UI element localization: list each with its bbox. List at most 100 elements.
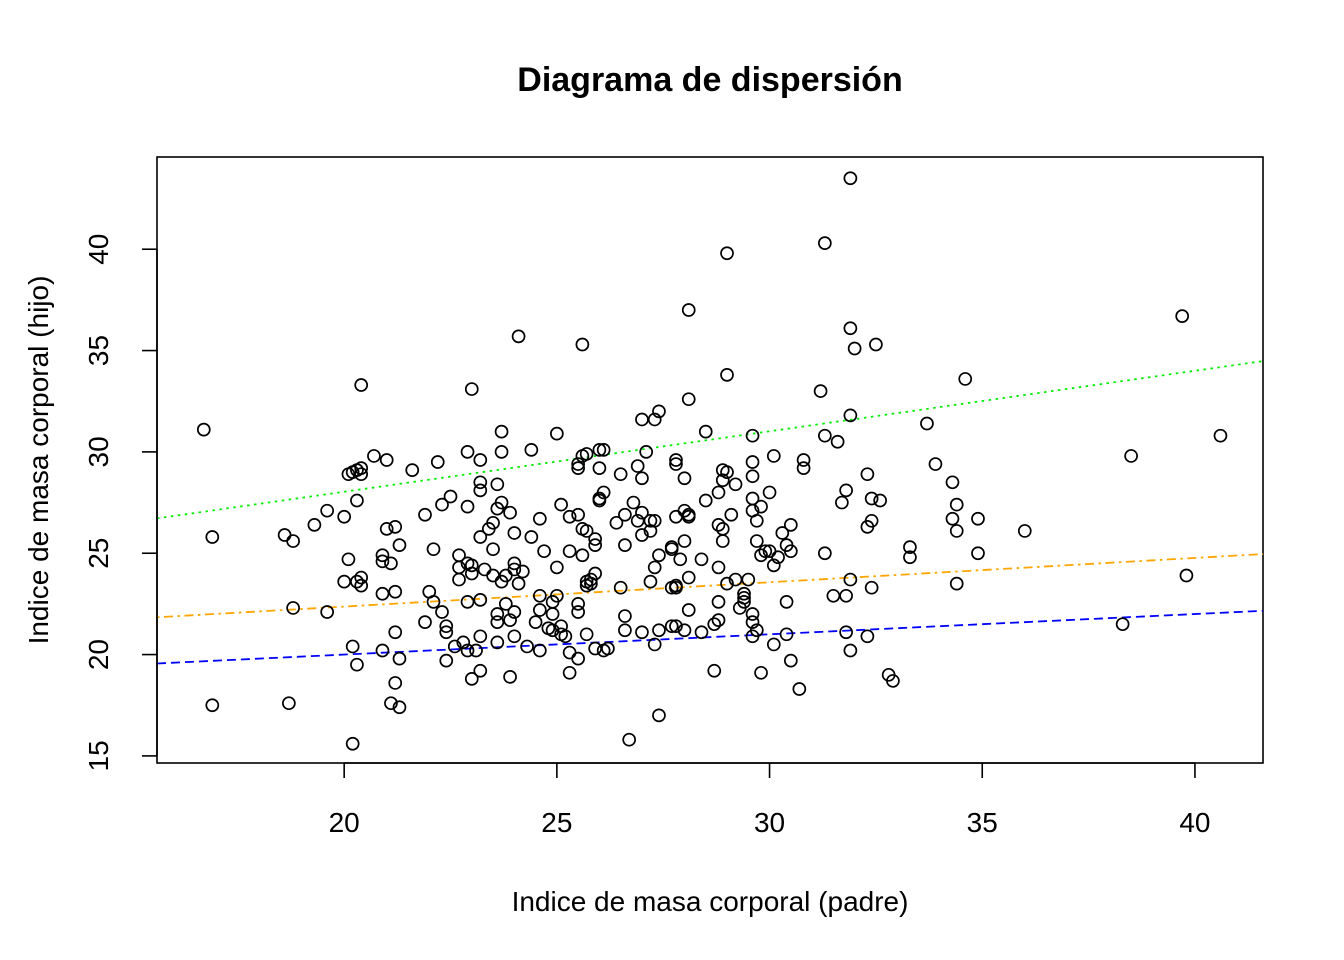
- y-tick-label: 20: [83, 639, 114, 670]
- data-point: [532, 603, 547, 617]
- data-point: [571, 605, 585, 619]
- x-tick-label: 30: [754, 807, 785, 838]
- data-point: [515, 564, 530, 579]
- data-point: [818, 236, 832, 250]
- data-point: [715, 534, 730, 548]
- data-point: [945, 475, 960, 490]
- data-point: [745, 469, 760, 484]
- data-point: [720, 576, 734, 591]
- data-point: [813, 384, 828, 398]
- data-point: [418, 507, 432, 522]
- y-axis-label: Indice de masa corporal (hijo): [23, 276, 54, 645]
- data-point: [545, 607, 560, 621]
- data-point: [456, 635, 471, 650]
- data-point: [392, 700, 407, 715]
- data-point: [681, 570, 696, 585]
- data-point: [494, 495, 509, 510]
- data-point: [439, 653, 454, 668]
- data-point: [635, 625, 649, 640]
- data-point: [609, 515, 624, 530]
- data-point: [945, 511, 960, 526]
- y-tick-label: 25: [83, 538, 114, 569]
- data-point: [754, 665, 768, 680]
- data-point: [477, 562, 492, 577]
- data-point: [618, 538, 632, 552]
- data-point: [652, 404, 666, 419]
- data-point: [681, 603, 696, 617]
- data-point: [507, 605, 522, 619]
- data-point: [418, 615, 432, 629]
- data-point: [677, 471, 692, 486]
- data-point: [864, 580, 879, 595]
- data-point: [647, 513, 662, 528]
- data-point: [464, 382, 479, 396]
- data-point: [473, 592, 488, 607]
- data-point: [698, 424, 713, 439]
- data-point: [796, 453, 811, 467]
- data-point: [720, 246, 734, 261]
- data-point: [971, 511, 985, 526]
- data-point: [337, 574, 352, 589]
- data-point: [779, 595, 794, 609]
- data-point: [507, 556, 522, 571]
- data-point: [354, 570, 369, 585]
- data-point: [384, 556, 398, 571]
- data-point: [550, 588, 564, 603]
- data-point: [354, 461, 369, 475]
- data-point: [588, 538, 602, 552]
- data-point: [949, 497, 964, 512]
- data-point: [345, 736, 360, 751]
- data-point: [473, 483, 488, 498]
- data-point: [669, 509, 683, 524]
- data-point: [571, 507, 585, 522]
- data-point: [320, 503, 335, 518]
- y-tick-label: 35: [83, 335, 114, 366]
- data-point: [286, 601, 300, 615]
- data-point: [1179, 568, 1194, 583]
- data-point: [490, 615, 505, 629]
- data-point: [635, 528, 649, 542]
- data-point: [592, 443, 607, 457]
- data-point: [447, 639, 462, 654]
- data-point: [460, 445, 475, 459]
- data-point: [779, 627, 794, 642]
- data-point: [737, 590, 751, 605]
- plot-frame: [156, 156, 1264, 764]
- data-point: [562, 665, 577, 680]
- data-point: [384, 696, 398, 711]
- data-point: [426, 542, 441, 557]
- data-point: [839, 625, 853, 640]
- x-axis: 20 25 30 35 40: [329, 762, 1211, 838]
- data-point: [286, 534, 300, 548]
- data-point: [460, 595, 475, 609]
- data-point: [460, 643, 475, 658]
- data-point: [711, 518, 726, 532]
- data-point: [630, 459, 645, 473]
- data-point: [741, 572, 756, 587]
- data-point: [762, 485, 777, 500]
- data-point: [783, 518, 798, 532]
- reference-line-2: [156, 553, 1264, 619]
- y-tick-label: 40: [83, 234, 114, 265]
- data-point: [490, 635, 505, 650]
- data-point: [537, 544, 551, 559]
- data-point: [843, 572, 858, 587]
- data-point: [367, 449, 381, 463]
- data-point: [843, 643, 858, 658]
- data-points: [196, 171, 1228, 751]
- data-point: [920, 416, 934, 431]
- data-point: [698, 493, 713, 508]
- data-point: [532, 511, 547, 526]
- data-point: [571, 597, 585, 611]
- data-point: [677, 534, 692, 548]
- data-point: [1017, 524, 1032, 538]
- data-point: [694, 625, 709, 640]
- data-point: [341, 552, 356, 567]
- data-point: [379, 522, 394, 536]
- data-point: [749, 513, 764, 528]
- data-point: [511, 329, 526, 344]
- data-point: [830, 434, 845, 449]
- data-point: [673, 552, 688, 567]
- reference-line-3: [156, 609, 1264, 665]
- data-point: [575, 337, 590, 352]
